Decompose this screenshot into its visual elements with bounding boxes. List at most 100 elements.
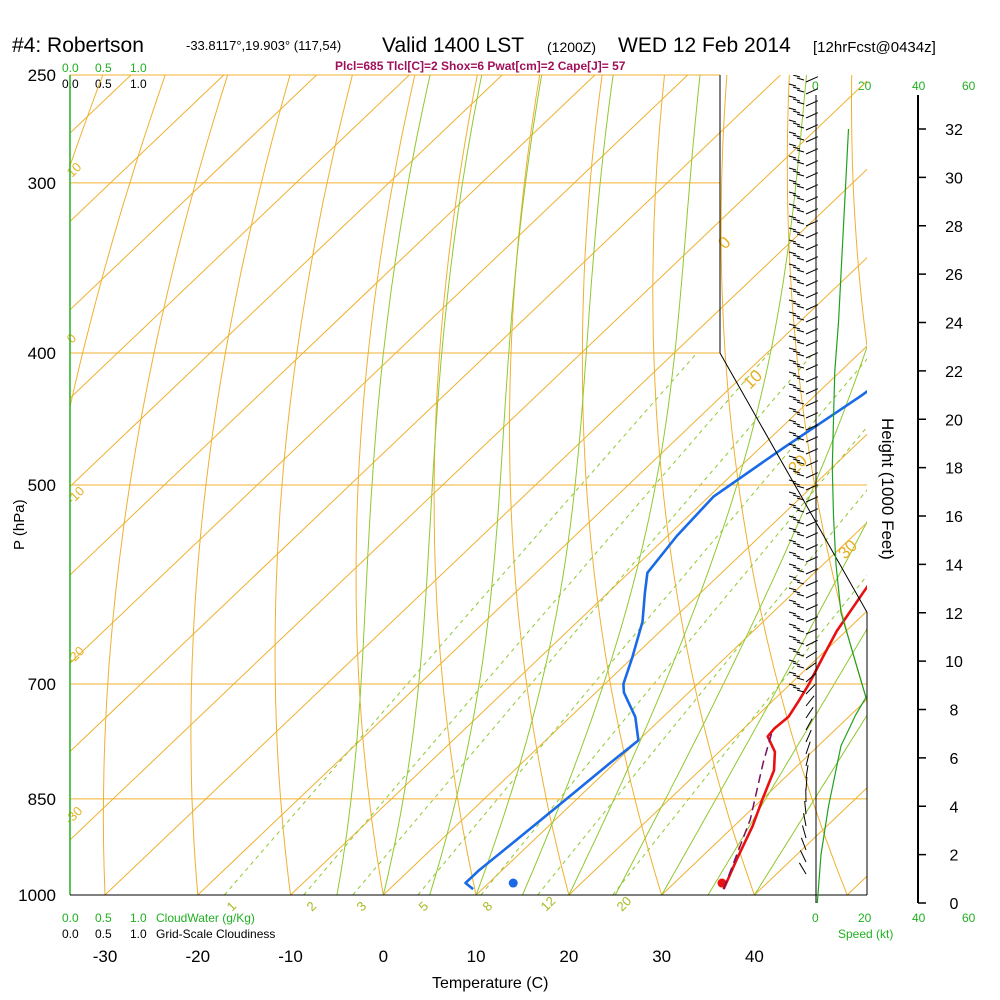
temperature-tick-label: 20 [559, 947, 578, 966]
wind-barb-feather [792, 218, 801, 222]
forecast-label: [12hrFcst@0434z] [813, 39, 936, 56]
wind-barb-feather [788, 155, 797, 159]
wind-barb [805, 776, 808, 791]
wind-barb-feather [788, 683, 797, 687]
wind-barb-feather [788, 275, 797, 279]
wind-barb [803, 813, 807, 827]
wind-barb-feather [788, 95, 797, 99]
wind-barb-feather [788, 227, 797, 231]
bottom-cloudwater-tick: 1.0 [130, 911, 147, 925]
wind-barb [806, 65, 818, 70]
wind-barb-feather [796, 581, 805, 585]
wind-barb-feather [796, 353, 805, 357]
wind-barb-feather [796, 305, 805, 309]
wind-barb-feather [788, 491, 797, 495]
wind-barb-feather [788, 515, 797, 519]
wind-barb-feather [792, 530, 801, 534]
bottom-cloudiness-tick: 0.5 [95, 927, 112, 941]
wind-barb-feather [796, 509, 805, 513]
wind-barb-feather [796, 233, 805, 237]
isobar-lines [70, 74, 867, 896]
height-tick-label: 30 [945, 170, 963, 187]
wind-barb-feather [796, 269, 805, 273]
isotherm-line [661, 698, 867, 895]
wind-barb-feather [788, 167, 797, 171]
utc-time: (1200Z) [547, 39, 596, 55]
height-tick-label: 32 [945, 122, 963, 139]
wind-barb-feather [792, 158, 801, 162]
wind-barb-feather [788, 335, 797, 339]
moist-adiabat-line [614, 345, 867, 895]
wind-barb [805, 76, 819, 83]
pressure-tick-label: 300 [28, 174, 56, 193]
wind-barb-feather [792, 254, 801, 258]
wind-barb-feather [792, 314, 801, 318]
moist-adiabat-line [568, 75, 807, 895]
isotherm-line [475, 522, 867, 895]
wind-barb-feather [796, 197, 805, 201]
wind-barb [805, 753, 810, 767]
height-tick-label: 24 [945, 316, 963, 333]
dry-adiabat-line [355, 75, 416, 895]
height-tick-label: 6 [950, 751, 959, 768]
wind-barb-feather [792, 350, 801, 354]
pressure-tick-label: 250 [28, 66, 56, 85]
speed-tick-top: 60 [962, 79, 976, 93]
wind-barb-feather [788, 611, 797, 615]
valid-time: Valid 1400 LST [382, 34, 524, 57]
dry-adiabat-line [720, 75, 848, 895]
wind-barb-feather [792, 374, 801, 378]
wind-barb-feather [796, 209, 805, 213]
wind-barb-feather [796, 425, 805, 429]
dry-adiabat-line [581, 75, 663, 895]
wind-barb-feather [796, 665, 805, 669]
wind-barb-feather [788, 527, 797, 531]
isotherm-line [846, 875, 867, 895]
wind-barb-feather [796, 653, 805, 657]
temperature-tick-label: -30 [93, 947, 118, 966]
wind-barb [805, 88, 819, 95]
mixing-ratio-line [537, 489, 867, 895]
dewpoint-surface-marker [508, 878, 518, 888]
dry-adiabat-line [850, 75, 867, 350]
wind-barb-feather [792, 326, 801, 330]
dewpoint-profile-line [464, 389, 867, 891]
wind-speed-profile [816, 128, 867, 904]
speed-tick-top: 0 [812, 79, 819, 93]
wind-barb-feather [788, 119, 797, 123]
wind-barb-feather [788, 311, 797, 315]
wind-barb-feather [788, 215, 797, 219]
height-tick-label: 2 [950, 848, 959, 865]
wind-barb-feather [792, 470, 801, 474]
mixing-ratio-label: 12 [538, 893, 559, 914]
wind-barb-feather [792, 410, 801, 414]
wind-barb-feather [796, 557, 805, 561]
moist-adiabat-line [475, 75, 614, 895]
wind-barb-feather [792, 302, 801, 306]
wind-barb-feather [788, 539, 797, 543]
wind-barb-feather [788, 251, 797, 255]
moist-adiabat-line [429, 75, 543, 895]
wind-barb-feather [796, 101, 805, 105]
wind-barb [805, 661, 817, 671]
speed-scale: 0 20 40 60 0 20 40 60 Speed (kt) [812, 79, 976, 941]
wind-barb-feather [792, 446, 801, 450]
wind-barb-feather [792, 518, 801, 522]
top-cloudiness-tick: 1.0 [130, 77, 147, 91]
wind-barb [805, 729, 812, 743]
dry-adiabat-line [433, 75, 478, 895]
speed-tick-bottom: 60 [962, 911, 976, 925]
temperature-tick-label: 40 [745, 947, 764, 966]
top-cloudwater-tick: 1.0 [130, 61, 147, 75]
top-cloudwater-tick: 0.5 [95, 61, 112, 75]
wind-barb-feather [788, 143, 797, 147]
wind-barb-feather [792, 75, 801, 78]
wind-barb-feather [796, 149, 805, 153]
wind-barb-feather [789, 60, 796, 62]
speed-tick-top: 20 [858, 79, 872, 93]
wind-barb-feather [796, 593, 805, 597]
wind-barb-feather [796, 293, 805, 297]
height-tick-label: 28 [945, 219, 963, 236]
wind-barb-feather [792, 590, 801, 594]
